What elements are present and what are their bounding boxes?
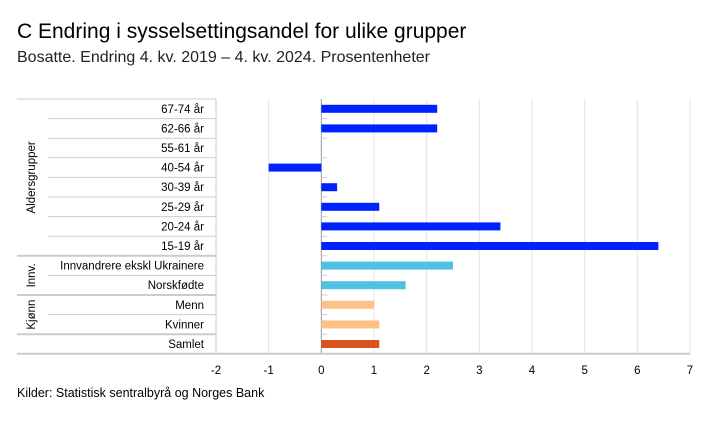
category-label: Innvandrere ekskl Ukrainere	[60, 261, 204, 273]
x-tick-label: -2	[211, 365, 221, 377]
category-label: 15-19 år	[161, 241, 204, 253]
x-tick-label: 7	[687, 365, 693, 377]
bar	[321, 222, 501, 231]
chart-title: C Endring i sysselsettingsandel for ulik…	[17, 20, 467, 43]
x-tick-label: -1	[264, 365, 274, 377]
x-tick-label: 6	[634, 365, 640, 377]
bar	[321, 300, 374, 309]
x-tick-label: 5	[581, 365, 587, 377]
bar	[321, 242, 659, 250]
category-label: 67-74 år	[161, 104, 204, 116]
bar	[321, 340, 380, 348]
group-label: Innv.	[26, 263, 38, 287]
category-label: Menn	[175, 300, 204, 312]
bar	[321, 261, 453, 270]
x-tick-label: 0	[318, 365, 324, 377]
group-label: Aldersgrupper	[26, 141, 38, 213]
group-label: Kjønn	[26, 300, 38, 330]
category-label: 40-54 år	[161, 163, 204, 175]
bar	[321, 202, 380, 211]
bar	[321, 124, 438, 133]
category-label: 25-29 år	[161, 202, 204, 214]
bar	[268, 163, 322, 172]
category-label: 20-24 år	[161, 221, 204, 233]
category-label: 30-39 år	[161, 182, 204, 194]
bar	[321, 183, 338, 192]
x-tick-label: 2	[423, 365, 429, 377]
category-label: Kvinner	[165, 319, 204, 331]
category-label: 55-61 år	[161, 143, 204, 155]
bar	[321, 281, 406, 290]
source-note: Kilder: Statistisk sentralbyrå og Norges…	[17, 386, 265, 400]
category-label: Samlet	[168, 339, 205, 351]
x-tick-label: 1	[371, 365, 377, 377]
category-label: Norskfødte	[148, 280, 204, 292]
x-tick-label: 4	[529, 365, 536, 377]
bar	[321, 104, 438, 113]
category-label: 62-66 år	[161, 123, 204, 135]
x-tick-label: 3	[476, 365, 482, 377]
chart-subtitle: Bosatte. Endring 4. kv. 2019 – 4. kv. 20…	[17, 49, 430, 66]
bar	[321, 320, 380, 329]
